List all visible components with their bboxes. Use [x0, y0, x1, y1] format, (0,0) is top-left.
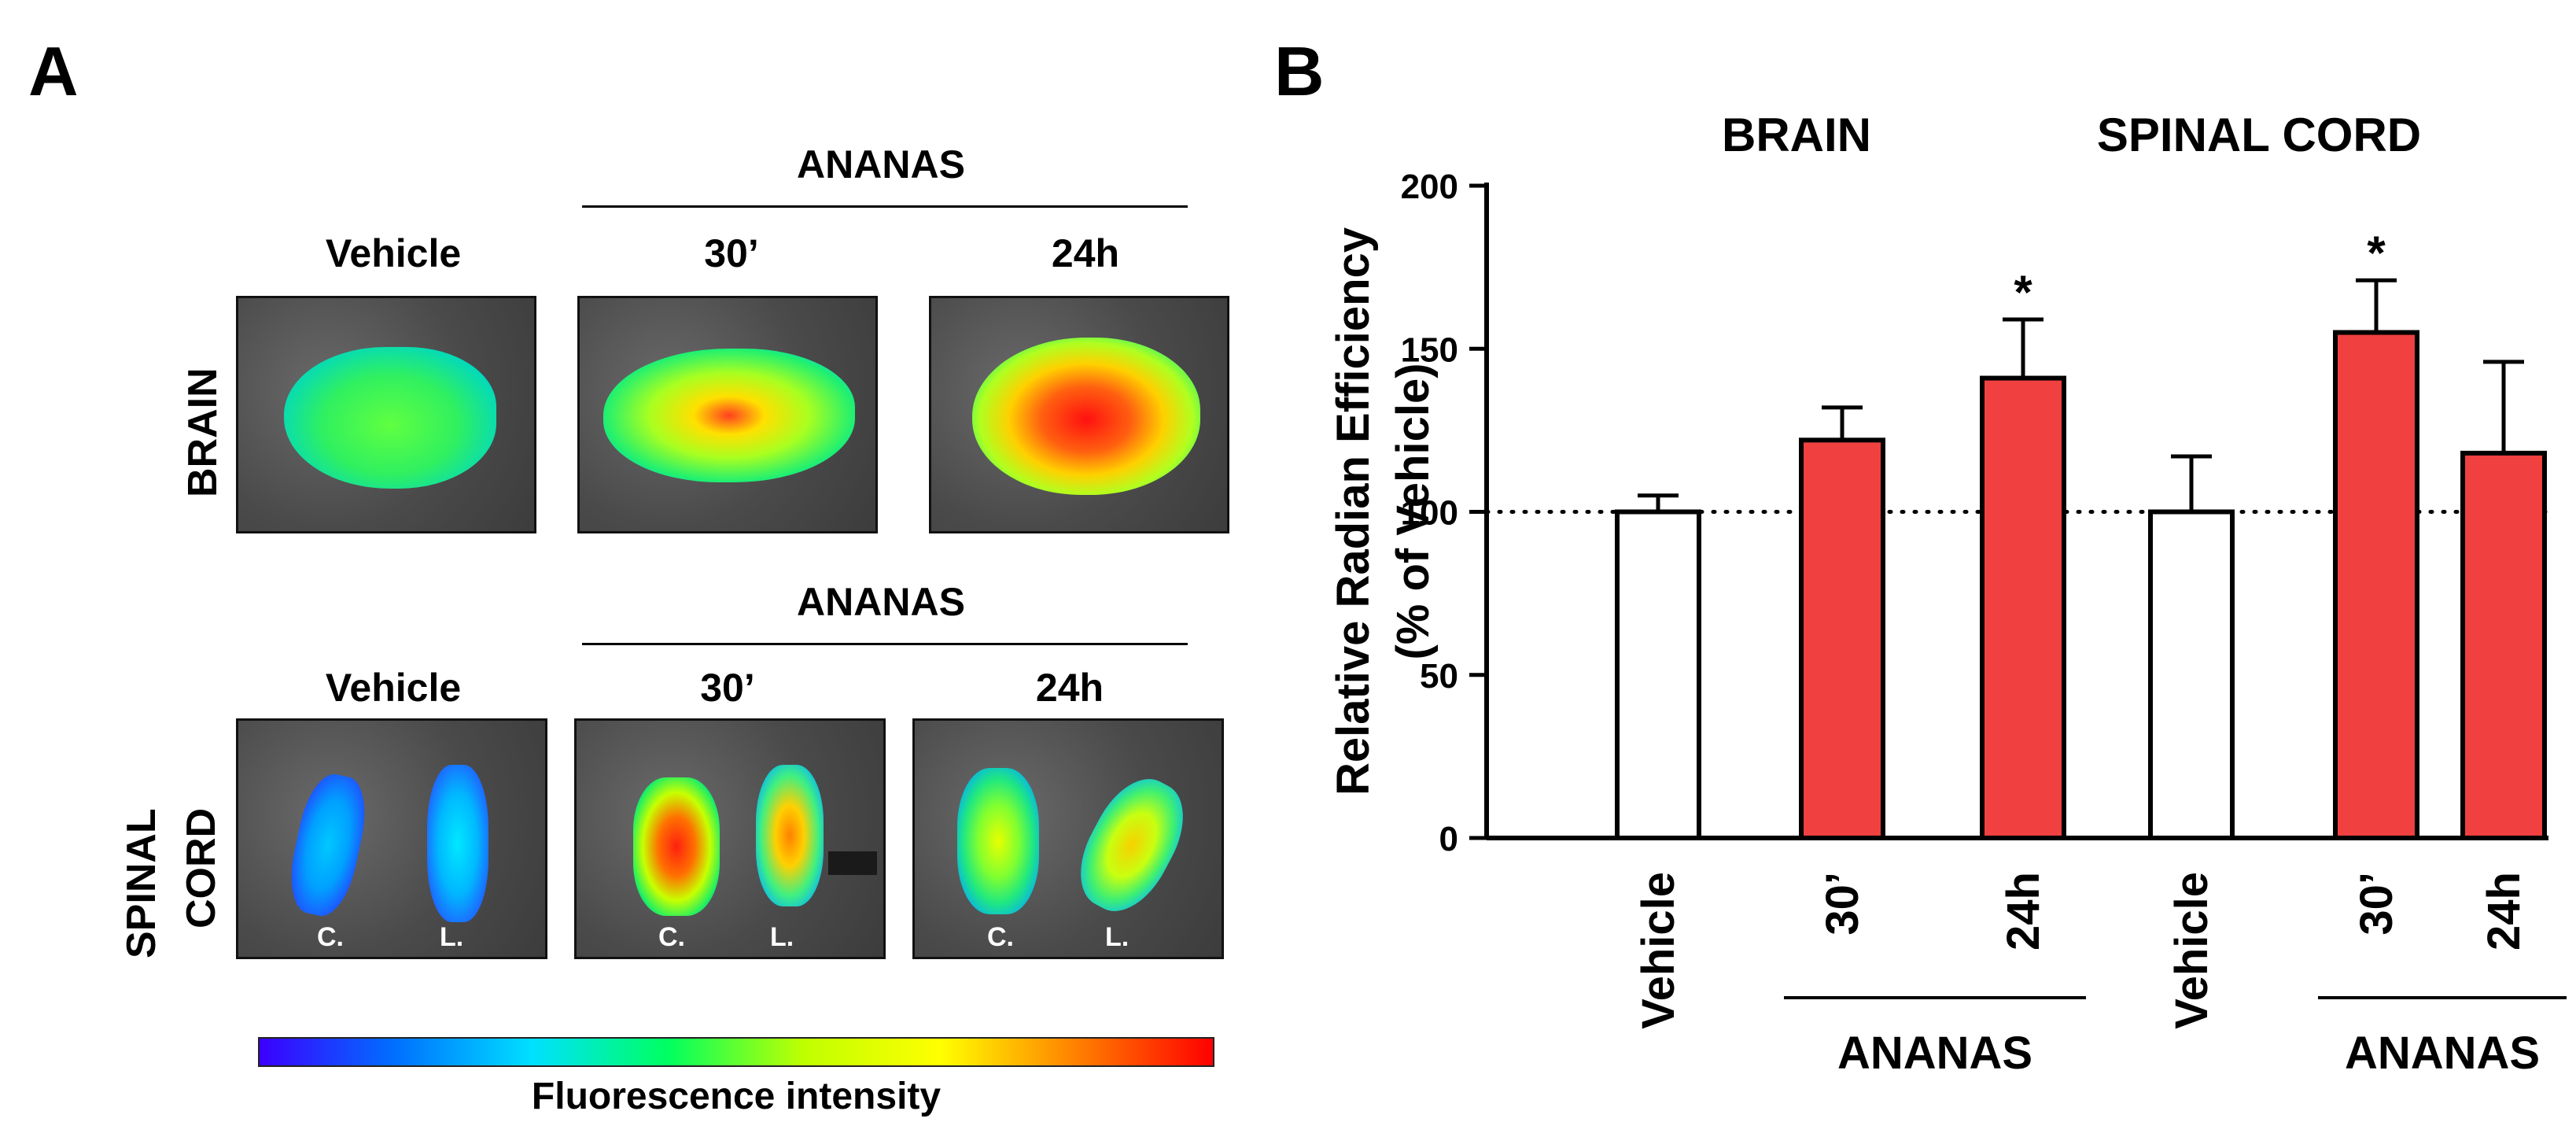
y-tick-label: 200 [1401, 168, 1458, 206]
brain-24h-image [929, 296, 1229, 533]
spinal-col-vehicle: Vehicle [325, 666, 462, 710]
brain-24h-blob [972, 338, 1200, 495]
spinal-vehicle-image: C. L. [236, 718, 547, 959]
spinal-vehicle-label-c: C. [317, 922, 344, 952]
spinal-30-label-c: C. [658, 922, 685, 952]
spinal-ananas-rule [582, 643, 1188, 645]
x-tick-label: 24h [1998, 872, 2049, 951]
panel-a-letter: A [28, 32, 79, 110]
brain-col-vehicle: Vehicle [325, 231, 462, 275]
spinal-24h-label-c: C. [987, 922, 1014, 952]
bar [1980, 375, 2066, 840]
x-tick-label: Vehicle [2166, 872, 2217, 1029]
spinal-24h-blob-c [957, 768, 1039, 914]
brain-vehicle-blob [284, 347, 496, 489]
brain-col-24h: 24h [1051, 231, 1120, 275]
y-tick-label: 100 [1401, 494, 1458, 533]
bar [2460, 450, 2547, 840]
brain-30-blob [603, 349, 855, 482]
y-axis-label: Relative Radian Efficiency [1328, 227, 1379, 795]
x-tick-label: 30’ [2351, 872, 2402, 936]
group-title: BRAIN [1722, 109, 1871, 161]
x-tick-label: 24h [2478, 872, 2530, 951]
brain-vehicle-image [236, 296, 536, 533]
x-tick-label: 30’ [1817, 872, 1868, 936]
brain-col-30: 30’ [704, 231, 759, 275]
spinal-col-30: 30’ [700, 666, 755, 710]
colorbar-label: Fluorescence intensity [531, 1076, 942, 1117]
group-title: SPINAL CORD [2097, 109, 2421, 161]
spinal-vehicle-label-l: L. [440, 922, 464, 952]
bar [2333, 330, 2419, 840]
panel-b-letter: B [1274, 32, 1325, 110]
spinal-30-blob-l [756, 765, 824, 906]
spinal-24h-image: C. L. [912, 718, 1224, 959]
bar [2148, 509, 2235, 840]
x-tick-label: Vehicle [1633, 872, 1684, 1029]
brain-30-image [577, 296, 878, 533]
bar [1615, 509, 1701, 840]
y-axis-label-unit: (% of Vehicle) [1388, 363, 1439, 659]
spinal-vehicle-blob-l [427, 765, 488, 922]
ananas-bracket-label: ANANAS [2345, 1028, 2540, 1079]
y-tick-label: 50 [1420, 657, 1458, 696]
spinal-30-label-l: L. [770, 922, 794, 952]
y-tick-label: 150 [1401, 330, 1458, 369]
spinal-30-blob-c [633, 777, 720, 916]
y-tick-label: 0 [1439, 820, 1458, 858]
brain-ananas-label: ANANAS [797, 142, 965, 186]
significance-marker: * [2367, 227, 2386, 279]
ananas-bracket-label: ANANAS [1837, 1028, 2032, 1079]
bar [1799, 437, 1885, 840]
spinal-24h-label-l: L. [1105, 922, 1130, 952]
spinal-30-artifact [828, 851, 877, 875]
spinal-ananas-label: ANANAS [797, 580, 965, 624]
spinal-30-image: C. L. [574, 718, 886, 959]
fluorescence-colorbar [258, 1037, 1214, 1067]
significance-marker: * [2014, 266, 2032, 319]
spinal-col-24h: 24h [1035, 666, 1104, 710]
brain-ananas-rule [582, 205, 1188, 208]
